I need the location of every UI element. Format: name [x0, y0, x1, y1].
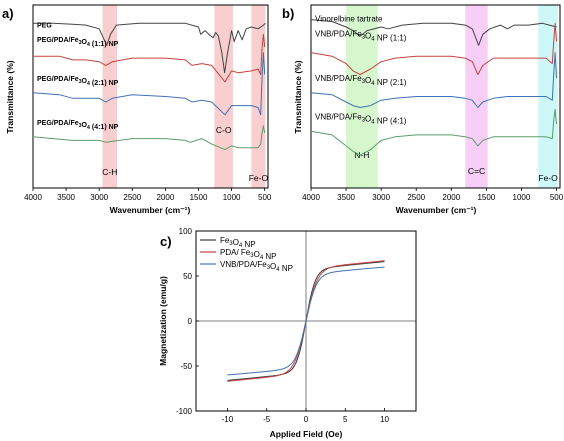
- a-trace-1: [33, 33, 266, 83]
- b-xtick-label-5: 1500: [477, 193, 495, 202]
- a-trace-2: [32, 52, 266, 116]
- a-xtick-label-3: 2500: [123, 193, 141, 202]
- b-xtick-label-2: 3000: [372, 193, 390, 202]
- panel-c-letter: c): [160, 234, 172, 249]
- panel-b-xlabel: Wavenumber (cm⁻¹): [396, 205, 477, 215]
- c-xtick-label-2: 0: [304, 415, 309, 424]
- b-trace-label-2: VNB/PDA/Fe3O4 NP (2:1): [315, 74, 407, 87]
- a-band-label-1: C-O: [216, 125, 232, 135]
- panel-b-letter: b): [282, 6, 294, 21]
- a-band-label-0: C-H: [102, 167, 117, 177]
- a-xtick-label-1: 3500: [57, 193, 75, 202]
- a-band-1: [214, 5, 233, 188]
- c-ytick-label-4: 100: [179, 227, 193, 236]
- b-trace-label-1: VNB/PDA/Fe3O4 NP (1:1): [315, 30, 407, 43]
- c-legend-label-0: Fe3O4 NP: [220, 236, 256, 249]
- b-xtick-label-0: 4000: [302, 193, 320, 202]
- c-legend-label-1: PDA/ Fe3O4 NP: [220, 248, 277, 261]
- a-xtick-label-6: 1000: [223, 193, 241, 202]
- b-band-label-2: Fe-O: [538, 173, 558, 183]
- panel-b: N-H C=C Fe-O Vinorelbine tartrate VNB/PDA/F…: [282, 4, 564, 215]
- c-trace-2: [227, 266, 385, 376]
- panel-b-frame: [310, 4, 561, 189]
- a-band-label-2: Fe-O: [249, 173, 269, 183]
- panel-c-ylabel: Magnetization (emu/g): [158, 276, 168, 366]
- c-ytick-label-3: 50: [183, 272, 192, 281]
- b-xtick-label-4: 2000: [442, 193, 460, 202]
- c-xtick-label-0: -10: [222, 415, 234, 424]
- b-trace-0: [310, 19, 557, 46]
- b-xtick-label-7: 500: [550, 193, 564, 202]
- c-ytick-label-1: -50: [180, 362, 192, 371]
- c-xtick-label-4: 10: [380, 415, 389, 424]
- a-xtick-label-7: 500: [258, 193, 272, 202]
- c-xtick-label-3: 5: [343, 415, 348, 424]
- b-trace-label-0: Vinorelbine tartrate: [315, 15, 383, 24]
- a-xtick-label-5: 1500: [190, 193, 208, 202]
- c-xtick-label-1: -5: [263, 415, 271, 424]
- panel-c-xlabel: Applied Field (Oe): [270, 429, 343, 439]
- panel-b-ylabel: Transmittance (%): [293, 60, 303, 133]
- b-band-label-1: C=C: [468, 166, 485, 176]
- a-xtick-label-4: 2000: [156, 193, 174, 202]
- b-xtick-label-1: 3500: [337, 193, 355, 202]
- a-band-2: [251, 5, 266, 188]
- panel-a-xlabel: Wavenumber (cm⁻¹): [110, 205, 191, 215]
- c-legend-label-2: VNB/PDA/Fe3O4 NP: [220, 260, 293, 273]
- panel-a-frame: [32, 4, 269, 189]
- b-xtick-label-3: 2500: [407, 193, 425, 202]
- a-trace-3: [32, 125, 266, 151]
- panel-a-ylabel: Transmittance (%): [5, 60, 15, 133]
- c-ytick-label-2: 0: [188, 317, 193, 326]
- b-trace-1: [310, 22, 557, 75]
- b-xtick-label-6: 1000: [513, 193, 531, 202]
- panel-a-letter: a): [2, 6, 14, 21]
- a-band-0: [102, 5, 118, 188]
- b-band-1: [465, 5, 488, 188]
- a-trace-0: [33, 22, 266, 74]
- a-xtick-label-2: 3000: [90, 193, 108, 202]
- b-band-label-0: N-H: [354, 150, 369, 160]
- b-trace-2: [310, 52, 557, 108]
- b-trace-3: [310, 108, 557, 156]
- a-trace-label-2: PEG/PDA/Fe3O4 (2:1) NP: [37, 76, 119, 87]
- b-band-0: [346, 5, 378, 188]
- a-trace-label-1: PEG/PDA/Fe3O4 (1:1) NP: [37, 37, 119, 48]
- a-trace-label-0: PEG: [37, 22, 52, 29]
- a-xtick-label-0: 4000: [24, 193, 42, 202]
- b-trace-label-3: VNB/PDA/Fe3O4 NP (4:1): [315, 112, 407, 125]
- c-ytick-label-0: -100: [176, 407, 193, 416]
- panel-a: C-H C-O Fe-O PEG PEG/PDA/Fe3O4 (1:1) NP PEG/…: [2, 4, 272, 215]
- a-trace-label-3: PEG/PDA/Fe3O4 (4:1) NP: [37, 120, 119, 131]
